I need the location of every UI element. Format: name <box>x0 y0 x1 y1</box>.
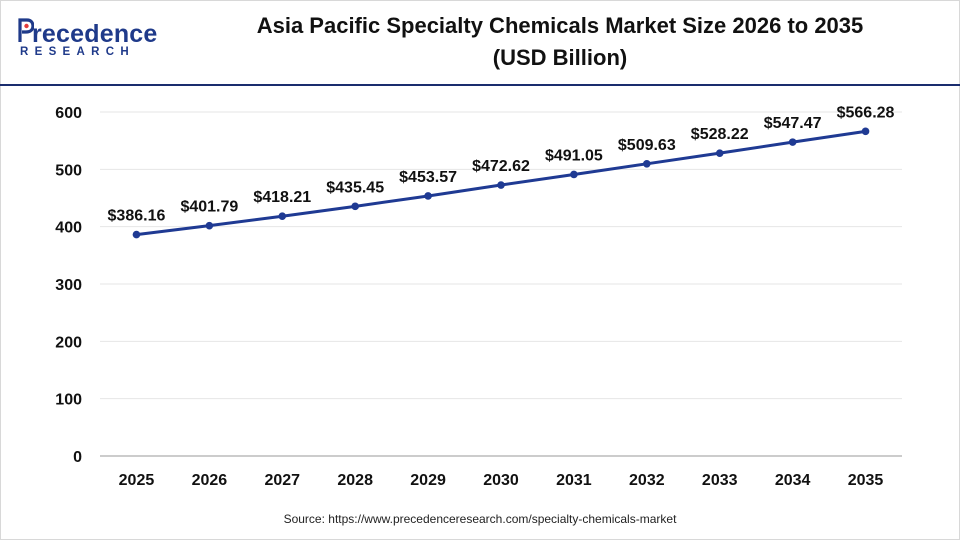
data-label: $509.63 <box>618 137 676 154</box>
data-point <box>788 138 797 146</box>
x-tick-label: 2027 <box>264 472 300 489</box>
y-axis: 0 100 200 300 400 500 600 <box>55 105 82 466</box>
x-tick-label: 2028 <box>337 472 373 489</box>
y-tick-label: 200 <box>55 334 82 351</box>
y-tick-label: 600 <box>55 105 82 122</box>
data-point <box>570 170 578 179</box>
y-tick-label: 400 <box>55 220 82 237</box>
data-label: $528.22 <box>691 126 749 143</box>
data-point <box>861 127 870 136</box>
data-label: $453.57 <box>399 169 457 186</box>
chart-title-line1: Asia Pacific Specialty Chemicals Market … <box>256 13 864 38</box>
logo-sub: RESEARCH <box>20 46 135 58</box>
grid-lines <box>100 111 902 400</box>
x-tick-label: 2032 <box>629 472 665 489</box>
data-point <box>278 212 287 221</box>
x-tick-label: 2030 <box>483 472 519 489</box>
logo-word: recedence <box>32 20 158 48</box>
y-tick-label: 0 <box>73 449 82 466</box>
logo-p-icon <box>18 18 34 42</box>
chart-title-line2: (USD Billion) <box>492 45 628 70</box>
header: recedence RESEARCH Asia Pacific Specialt… <box>0 0 960 84</box>
header-divider <box>0 84 960 86</box>
data-label: $435.45 <box>326 179 384 196</box>
data-label: $401.79 <box>180 199 238 216</box>
series <box>132 127 870 239</box>
x-tick-label: 2033 <box>702 472 738 489</box>
data-point <box>497 181 505 189</box>
x-axis: 2025 2026 2027 2028 2029 2030 2031 2032 2033 2034… <box>100 455 902 489</box>
y-tick-label: 500 <box>55 162 82 179</box>
data-label: $547.47 <box>764 115 822 132</box>
x-tick-label: 2035 <box>848 472 884 489</box>
x-tick-label: 2034 <box>775 472 811 489</box>
x-tick-label: 2029 <box>410 472 446 489</box>
data-point <box>205 221 214 230</box>
data-point <box>424 192 432 200</box>
data-label: $472.62 <box>472 158 530 175</box>
x-tick-label: 2031 <box>556 472 592 489</box>
data-point <box>715 149 724 157</box>
x-tick-label: 2025 <box>119 472 155 489</box>
data-point <box>351 202 359 211</box>
data-label: $418.21 <box>253 189 311 206</box>
line-chart: 0 100 200 300 400 500 600 2025 2026 2027 2028 2029… <box>55 104 902 489</box>
precedence-research-logo: recedence RESEARCH <box>18 14 163 62</box>
data-point <box>132 230 141 239</box>
y-tick-label: 100 <box>55 392 82 409</box>
data-labels: $386.16 $401.79 $418.21 $435.45 $453.57 $472.… <box>108 104 895 224</box>
x-tick-label: 2026 <box>192 472 228 489</box>
source-note: Source: https://www.precedenceresearch.c… <box>283 512 677 526</box>
data-point <box>643 160 651 168</box>
data-label: $491.05 <box>545 147 603 164</box>
data-label: $386.16 <box>108 208 166 225</box>
data-label: $566.28 <box>837 104 895 121</box>
chart-title: Asia Pacific Specialty Chemicals Market … <box>180 10 940 74</box>
y-tick-label: 300 <box>55 277 82 294</box>
